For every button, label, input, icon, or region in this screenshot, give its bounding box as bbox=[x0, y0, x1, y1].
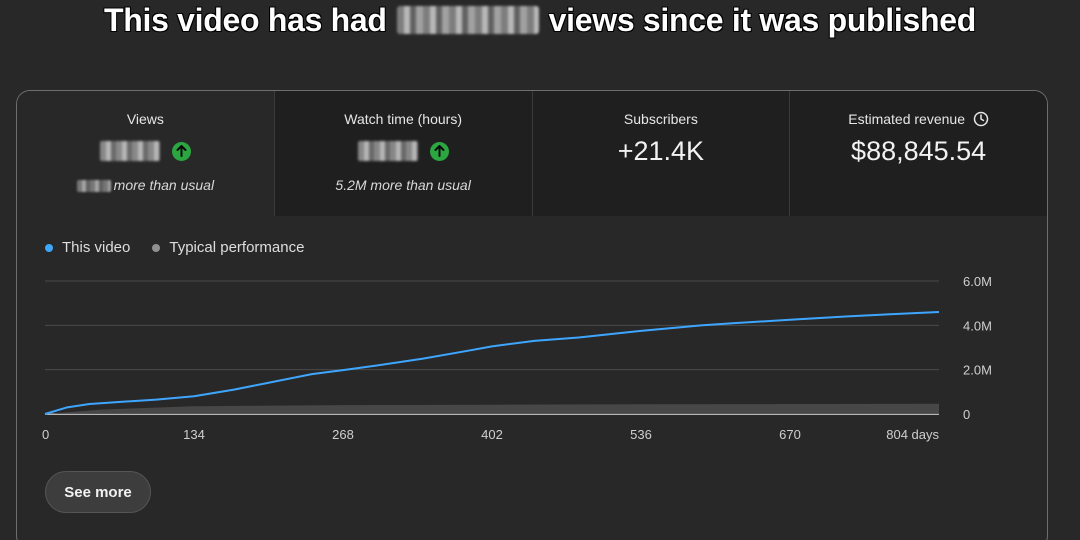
see-more-button[interactable]: See more bbox=[45, 471, 151, 513]
comparison-text: more than usual bbox=[113, 177, 215, 193]
metric-tab-views[interactable]: Views more than usual bbox=[17, 91, 274, 216]
y-tick-label: 6.0M bbox=[963, 274, 992, 289]
y-tick-label: 0 bbox=[963, 407, 970, 422]
y-tick-label: 2.0M bbox=[963, 363, 992, 378]
clock-icon[interactable] bbox=[973, 111, 989, 127]
page-headline: This video has had views since it was pu… bbox=[0, 0, 1080, 40]
chart-legend: This video Typical performance bbox=[45, 239, 304, 256]
metric-label: Subscribers bbox=[623, 111, 698, 127]
legend-label: Typical performance bbox=[169, 239, 305, 256]
arrow-up-circle-icon bbox=[429, 141, 449, 161]
redacted-metric-value bbox=[357, 141, 418, 161]
legend-label: This video bbox=[62, 239, 131, 256]
metric-label-row: Estimated revenue bbox=[790, 111, 1047, 127]
metric-comparison: 5.2M more than usual bbox=[335, 177, 471, 193]
redacted-comparison-value bbox=[76, 180, 111, 193]
legend-item-this-video[interactable]: This video bbox=[45, 239, 130, 256]
legend-item-typical[interactable]: Typical performance bbox=[152, 239, 304, 256]
redacted-metric-value bbox=[99, 141, 160, 161]
x-tick-label: 0 bbox=[42, 427, 49, 442]
metric-tabs: Views more than usual Watch time (hours) bbox=[17, 91, 1047, 216]
metric-comparison: more than usual bbox=[17, 177, 274, 193]
metric-tab-revenue[interactable]: Estimated revenue $88,845.54 bbox=[789, 91, 1047, 216]
x-tick-label: 268 bbox=[332, 427, 354, 442]
arrow-up-circle-icon bbox=[171, 141, 191, 161]
this-video-line bbox=[44, 311, 940, 415]
headline-prefix: This video has had bbox=[104, 1, 387, 38]
metric-tab-subscribers[interactable]: Subscribers +21.4K bbox=[531, 91, 790, 216]
x-tick-label: 804 days bbox=[886, 427, 939, 442]
metric-tab-watch-time[interactable]: Watch time (hours) 5.2M more than usual bbox=[273, 91, 532, 216]
metric-label: Views bbox=[126, 111, 164, 127]
y-tick-label: 4.0M bbox=[963, 318, 992, 333]
typical-performance-band bbox=[45, 403, 939, 414]
legend-dot bbox=[152, 243, 161, 252]
legend-dot bbox=[45, 243, 53, 252]
metric-label: Watch time (hours) bbox=[344, 111, 462, 127]
x-tick-label: 402 bbox=[481, 427, 503, 442]
headline-suffix: views since it was published bbox=[548, 1, 977, 38]
metric-value: +21.4K bbox=[617, 135, 705, 166]
redacted-view-count bbox=[396, 6, 539, 34]
x-tick-label: 134 bbox=[183, 427, 205, 442]
metric-label: Estimated revenue bbox=[848, 111, 965, 127]
metrics-card: Views more than usual Watch time (hours) bbox=[16, 90, 1048, 540]
x-tick-label: 670 bbox=[779, 427, 801, 442]
metric-value: $88,845.54 bbox=[851, 135, 987, 166]
x-tick-label: 536 bbox=[630, 427, 652, 442]
